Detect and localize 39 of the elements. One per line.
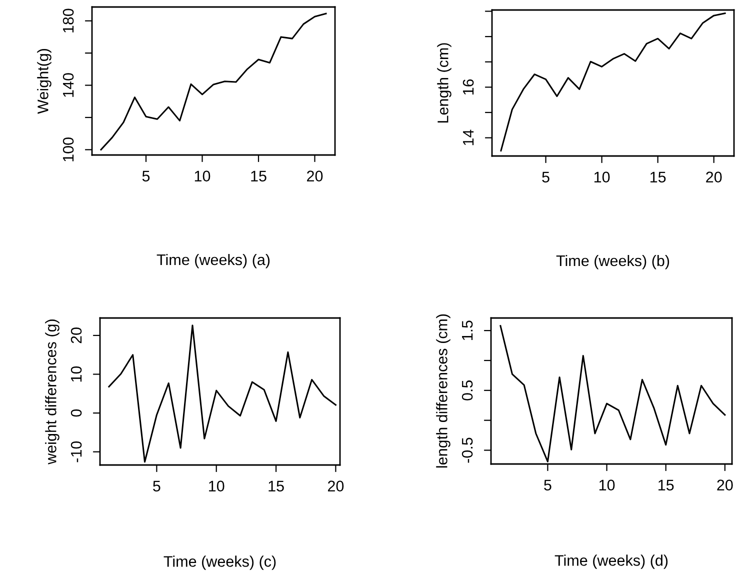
x-tick-label: 10 [209,480,224,492]
x-tick-label: 20 [717,480,733,490]
y-tick-label: 0 [70,409,82,417]
y-tick-label: -0.5 [462,438,473,463]
y-tick-label: 100 [62,138,74,162]
y-tick-label: -10 [70,441,82,462]
y-axis-title: Length (cm) [437,43,452,122]
x-tick-label: 20 [307,170,323,182]
y-tick-label: 10 [70,366,82,382]
x-tick-label: 15 [268,480,284,492]
x-tick-label: 5 [153,480,160,492]
line-series [100,12,327,150]
y-tick-label: 1.5 [462,320,473,340]
y-axis-title: length differences (cm) [436,314,450,468]
x-tick-label: 20 [706,172,722,182]
y-tick-label: 140 [62,73,74,97]
x-axis-title: Time (weeks) (b) [556,254,670,270]
x-tick-label: 15 [650,172,666,182]
x-tick-label: 10 [194,170,210,182]
x-tick-label: 5 [542,172,550,182]
y-axis-title: weight differences (g) [45,320,60,464]
y-tick-label: 14 [463,130,474,146]
y-tick-label: 180 [62,8,74,32]
line-series [108,324,336,463]
x-axis-title: Time (weeks) (a) [156,254,270,268]
x-tick-label: 5 [544,480,552,490]
x-tick-label: 5 [142,170,150,182]
x-axis-title: Time (weeks) (c) [164,556,276,570]
x-tick-label: 10 [594,172,610,182]
y-tick-label: 0.5 [462,380,473,400]
x-tick-label: 10 [599,480,615,490]
line-series [500,12,726,152]
x-tick-label: 15 [658,480,674,490]
x-tick-label: 20 [328,480,344,492]
y-axis-title: Weight(g) [37,48,52,114]
x-axis-title: Time (weeks) (d) [554,554,668,569]
x-tick-label: 15 [251,170,266,182]
y-tick-label: 16 [462,79,474,95]
y-tick-label: 20 [70,328,82,344]
